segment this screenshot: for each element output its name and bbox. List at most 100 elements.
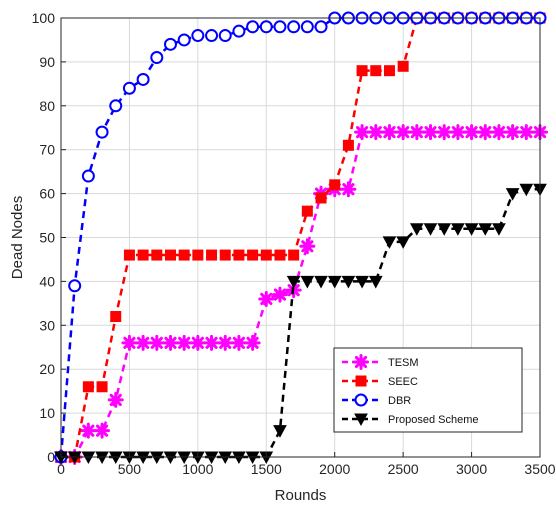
data-point-proposed-scheme (437, 223, 452, 236)
tick-layer: 0 500 1000 1500 2000 2500 3000 3500 0 10 20 30 40 50 6… (32, 10, 556, 477)
data-point-seec (247, 249, 259, 261)
data-point-dbr (95, 125, 109, 139)
legend-label-seec: SEEC (388, 376, 418, 388)
data-point-seec (342, 139, 354, 151)
data-point-tesm (148, 334, 165, 351)
data-point-proposed-scheme (327, 275, 342, 289)
y-tick-label: 20 (39, 361, 55, 377)
y-tick-label: 60 (39, 186, 55, 202)
legend-entry-proposed-scheme: Proposed Scheme (342, 413, 479, 427)
data-point-seec (137, 249, 149, 261)
data-point-seec (110, 311, 122, 323)
data-point-tesm (121, 334, 138, 351)
legend-label-proposed-scheme: Proposed Scheme (388, 414, 479, 426)
data-point-dbr (287, 20, 301, 34)
data-point-tesm (436, 124, 453, 141)
y-tick-label: 90 (39, 54, 55, 70)
x-tick-label: 500 (118, 461, 142, 477)
data-point-tesm (422, 124, 439, 141)
x-tick-label: 2500 (388, 461, 419, 477)
data-point-seec (370, 65, 382, 77)
data-point-seec (219, 249, 231, 261)
legend-entry-seec: SEEC (342, 375, 418, 388)
legend-marker-tesm (353, 354, 369, 370)
data-point-seec (178, 249, 190, 261)
data-point-proposed-scheme (464, 223, 479, 236)
data-point-dbr (109, 99, 123, 113)
data-point-tesm (299, 238, 316, 255)
data-point-dbr (259, 20, 273, 34)
data-point-seec (329, 179, 341, 191)
data-point-seec (206, 249, 218, 261)
data-point-proposed-scheme (396, 236, 410, 249)
data-point-seec (383, 65, 395, 77)
data-point-proposed-scheme (409, 223, 424, 236)
data-point-tesm (463, 124, 480, 141)
data-point-tesm (80, 422, 97, 439)
data-point-seec (151, 249, 163, 261)
y-tick-label: 50 (39, 230, 55, 246)
data-point-tesm (381, 124, 398, 141)
data-point-tesm (449, 124, 466, 141)
data-point-tesm (340, 181, 357, 198)
legend: TESM SEEC DBR Proposed Scheme (333, 347, 523, 433)
data-point-seec (274, 249, 286, 261)
x-tick-label: 3500 (524, 461, 555, 477)
data-point-tesm (244, 334, 261, 351)
data-point-proposed-scheme (355, 275, 369, 289)
x-tick-label: 0 (57, 461, 65, 477)
data-point-tesm (258, 290, 275, 307)
data-point-seec (82, 381, 94, 393)
data-point-dbr (191, 29, 205, 43)
data-point-seec (164, 249, 176, 261)
x-tick-label: 1000 (182, 461, 213, 477)
data-point-seec (260, 249, 272, 261)
x-tick-label: 2000 (319, 461, 350, 477)
data-point-tesm (504, 124, 521, 141)
data-point-seec (233, 249, 245, 261)
data-point-tesm (230, 334, 247, 351)
x-tick-label: 3000 (456, 461, 487, 477)
data-point-dbr (122, 81, 136, 95)
data-point-proposed-scheme (478, 223, 493, 236)
legend-marker-seec (355, 375, 367, 387)
data-point-seec (356, 65, 368, 77)
data-point-tesm (217, 334, 234, 351)
data-point-proposed-scheme (341, 275, 356, 289)
data-point-seec (301, 205, 313, 217)
y-tick-label: 0 (47, 449, 55, 465)
data-point-proposed-scheme (451, 223, 465, 236)
y-axis-title: Dead Nodes (9, 196, 26, 279)
data-point-tesm (176, 334, 193, 351)
x-tick-label: 1500 (251, 461, 282, 477)
data-point-tesm (162, 334, 179, 351)
data-point-seec (288, 249, 300, 261)
y-tick-label: 80 (39, 98, 55, 114)
data-point-dbr (177, 33, 191, 47)
y-tick-label: 30 (39, 317, 55, 333)
data-point-dbr (68, 279, 82, 293)
data-point-tesm (490, 124, 507, 141)
data-point-proposed-scheme (519, 183, 534, 197)
data-point-proposed-scheme (314, 275, 328, 289)
data-point-proposed-scheme (505, 188, 520, 201)
data-point-dbr (300, 20, 314, 34)
data-point-proposed-scheme (300, 275, 315, 289)
legend-label-dbr: DBR (388, 395, 411, 407)
data-point-tesm (395, 124, 412, 141)
data-point-tesm (189, 334, 206, 351)
data-point-dbr (273, 20, 287, 34)
data-point-tesm (94, 422, 111, 439)
legend-label-tesm: TESM (388, 357, 419, 369)
data-point-proposed-scheme (368, 275, 383, 289)
data-point-proposed-scheme (382, 236, 397, 249)
data-point-tesm (408, 124, 425, 141)
data-point-dbr (136, 72, 150, 86)
legend-entry-dbr: DBR (342, 393, 411, 407)
data-point-proposed-scheme (423, 223, 438, 236)
data-point-tesm (367, 124, 384, 141)
data-point-tesm (271, 286, 288, 303)
data-point-seec (96, 381, 108, 393)
data-point-dbr (218, 29, 232, 43)
